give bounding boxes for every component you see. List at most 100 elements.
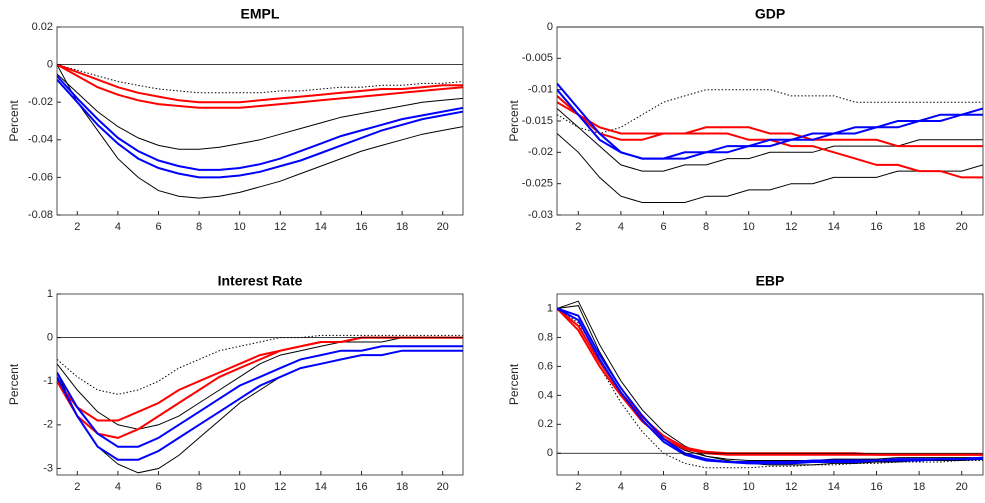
x-tick-label: 2 (74, 221, 80, 233)
x-tick-label: 20 (437, 221, 449, 233)
series-line (557, 108, 983, 172)
axes-frame (56, 293, 464, 476)
x-tick-label: 16 (355, 481, 367, 493)
axes-frame (556, 293, 984, 476)
y-axis-label: Percent (507, 100, 521, 142)
y-tick-label: -0.06 (28, 171, 53, 183)
series-line (557, 308, 983, 469)
axes-frame (556, 26, 984, 216)
x-tick-label: 12 (274, 221, 286, 233)
series-line (57, 64, 463, 94)
x-tick-label: 14 (315, 481, 327, 493)
series-line (57, 345, 463, 448)
x-tick-label: 14 (315, 221, 327, 233)
x-tick-label: 10 (234, 221, 246, 233)
x-tick-label: 8 (196, 481, 202, 493)
y-tick-label: -0.03 (528, 209, 553, 221)
panel-title: Interest Rate (218, 273, 303, 289)
x-tick-label: 6 (155, 481, 161, 493)
x-tick-label: 16 (355, 221, 367, 233)
y-tick-label: 0 (547, 447, 553, 459)
x-tick-label: 2 (575, 221, 581, 233)
y-axis-label: Percent (507, 363, 521, 405)
x-tick-label: 18 (396, 221, 408, 233)
x-tick-label: 2 (575, 481, 581, 493)
plot-area (557, 294, 983, 475)
x-tick-label: 6 (155, 221, 161, 233)
y-tick-label: 0.2 (538, 418, 553, 430)
y-tick-label: 0 (547, 21, 553, 33)
x-tick-label: 18 (913, 221, 925, 233)
y-tick-label: -0.015 (522, 115, 553, 127)
series-line (57, 337, 463, 430)
y-tick-label: -1 (43, 375, 53, 387)
x-tick-label: 12 (274, 481, 286, 493)
series-line (57, 73, 463, 150)
x-tick-label: 4 (115, 481, 121, 493)
x-tick-label: 10 (743, 221, 755, 233)
series-line (557, 89, 983, 135)
panel: GDP Percent -0.03 -0.025 -0.02 -0.015 -0.01 -0.… (507, 6, 984, 233)
x-tick-label: 4 (618, 221, 624, 233)
panel: EMPL Percent -0.08 -0.06 -0.04 -0.02 0 0.02 2 4 6 8… (7, 6, 464, 233)
y-tick-label: -0.025 (522, 178, 553, 190)
x-tick-label: 20 (956, 481, 968, 493)
x-tick-label: 12 (785, 481, 797, 493)
x-tick-label: 16 (870, 481, 882, 493)
x-tick-label: 2 (74, 481, 80, 493)
x-tick-label: 4 (618, 481, 624, 493)
x-tick-label: 6 (660, 221, 666, 233)
y-tick-label: 0.02 (32, 21, 53, 33)
y-tick-label: -0.08 (28, 209, 53, 221)
y-tick-label: 0.4 (538, 389, 553, 401)
series-line (57, 63, 463, 109)
x-tick-label: 14 (828, 481, 840, 493)
series-line (557, 307, 983, 465)
plot-area (57, 294, 463, 475)
panel-title: EBP (756, 273, 785, 289)
x-tick-label: 14 (828, 221, 840, 233)
x-tick-label: 8 (703, 221, 709, 233)
y-axis-label: Percent (7, 100, 21, 142)
series-line (57, 75, 463, 171)
x-tick-label: 20 (437, 481, 449, 493)
x-tick-label: 18 (396, 481, 408, 493)
panel-title: EMPL (241, 6, 280, 22)
y-tick-label: 0 (47, 332, 53, 344)
x-tick-label: 18 (913, 481, 925, 493)
x-tick-label: 20 (956, 221, 968, 233)
x-tick-label: 10 (234, 481, 246, 493)
series-line (557, 133, 983, 203)
y-tick-label: 0.6 (538, 360, 553, 372)
x-tick-label: 8 (196, 221, 202, 233)
y-tick-label: -0.005 (522, 52, 553, 64)
x-tick-label: 10 (743, 481, 755, 493)
series-line (57, 64, 463, 199)
y-tick-label: 1 (547, 302, 553, 314)
series-line (57, 349, 463, 461)
series-line (557, 95, 983, 148)
panel-title: GDP (755, 6, 785, 22)
x-tick-label: 6 (660, 481, 666, 493)
y-tick-label: -0.04 (28, 134, 53, 146)
series-line (57, 78, 463, 179)
y-tick-label: -0.02 (528, 146, 553, 158)
series-line (57, 334, 463, 395)
y-tick-label: 1 (47, 288, 53, 300)
y-tick-label: -3 (43, 462, 53, 474)
series-line (57, 63, 463, 104)
x-tick-label: 12 (785, 221, 797, 233)
y-axis-label: Percent (7, 363, 21, 405)
y-tick-label: -0.01 (528, 84, 553, 96)
y-tick-label: 0.8 (538, 331, 553, 343)
y-tick-label: -0.02 (28, 96, 53, 108)
axes-frame (56, 26, 464, 216)
y-tick-label: -2 (43, 419, 53, 431)
y-tick-label: 0 (47, 59, 53, 71)
x-tick-label: 8 (703, 481, 709, 493)
x-tick-label: 4 (115, 221, 121, 233)
series-line (557, 89, 983, 160)
